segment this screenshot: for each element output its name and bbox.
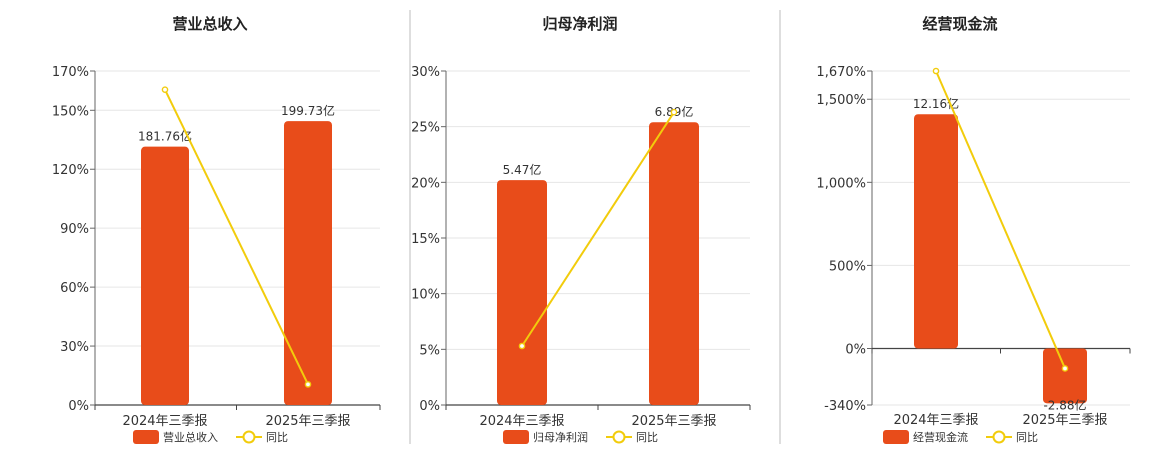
yoy-point: [1061, 365, 1069, 372]
y-tick-label: 0%: [845, 343, 866, 358]
x-category-label: 2025年三季报: [1022, 413, 1107, 428]
legend-swatch-marker: [612, 430, 626, 444]
yoy-line: [935, 70, 1066, 369]
y-tick-label: 25%: [411, 121, 440, 136]
legend-swatch-bar: [883, 430, 909, 444]
chart-title: 营业总收入: [172, 15, 247, 33]
yoy-point: [304, 381, 312, 388]
chart-title: 经营现金流: [922, 15, 997, 33]
x-category-label: 2024年三季报: [122, 414, 207, 429]
bar-data-label: 181.76亿: [138, 129, 192, 144]
x-category-label: 2024年三季报: [479, 414, 564, 429]
legend-swatch-bar: [503, 430, 529, 444]
legend-label-line: 同比: [636, 431, 658, 444]
yoy-line: [521, 111, 675, 347]
legend-swatch-bar: [133, 430, 159, 444]
x-category-label: 2024年三季报: [893, 413, 978, 428]
yoy-point: [518, 342, 526, 350]
y-tick-label: 20%: [411, 176, 440, 191]
y-tick-label: 170%: [52, 65, 89, 80]
y-tick-label: 60%: [60, 281, 89, 296]
yoy-line: [164, 89, 309, 385]
bar: [1043, 348, 1087, 404]
legend-label-line: 同比: [1016, 431, 1038, 444]
yoy-point: [932, 67, 940, 75]
legend-label-bar: 归母净利润: [533, 430, 588, 444]
y-tick-label: 120%: [52, 163, 89, 178]
bar: [497, 180, 547, 405]
chart-panel: 经营现金流-340%0%500%1,000%1,500%1,670%12.16亿…: [816, 15, 1131, 444]
legend-label-bar: 营业总收入: [163, 430, 218, 444]
x-category-label: 2025年三季报: [265, 414, 350, 429]
y-tick-label: 10%: [411, 288, 440, 303]
y-tick-label: 30%: [60, 340, 89, 355]
bar: [284, 121, 332, 405]
y-tick-label: 30%: [411, 65, 440, 80]
chart-title: 归母净利润: [542, 15, 617, 33]
y-tick-label: 15%: [411, 232, 440, 247]
legend-swatch-marker: [242, 430, 256, 444]
y-tick-label: -340%: [824, 399, 866, 414]
bar-data-label: -2.88亿: [1043, 397, 1086, 412]
legend-label-line: 同比: [266, 431, 288, 444]
y-tick-label: 1,670%: [816, 65, 866, 80]
bar-data-label: 199.73亿: [281, 103, 335, 118]
legend-swatch-marker: [992, 430, 1006, 444]
y-tick-label: 1,000%: [816, 176, 866, 191]
legend-label-bar: 经营现金流: [913, 430, 968, 444]
y-tick-label: 0%: [419, 399, 440, 414]
yoy-point: [161, 86, 169, 93]
x-category-label: 2025年三季报: [631, 414, 716, 429]
y-tick-label: 90%: [60, 222, 89, 237]
bar-data-label: 5.47亿: [503, 162, 542, 177]
y-tick-label: 1,500%: [816, 93, 866, 108]
yoy-point: [670, 108, 678, 116]
chart-panel: 营业总收入 0% 30% 60% 90% 120% 150% 170% 181.76亿 199.7…: [52, 15, 381, 444]
chart-panel: 归母净利润0%5%10%15%20%25%30%5.47亿6.89亿2024年三…: [411, 15, 751, 444]
y-tick-label: 5%: [419, 343, 440, 358]
bar: [914, 114, 958, 349]
bar: [649, 122, 699, 406]
y-tick-label: 150%: [52, 104, 89, 119]
y-tick-label: 0%: [68, 399, 89, 414]
bar: [141, 146, 189, 405]
y-tick-label: 500%: [829, 259, 866, 274]
